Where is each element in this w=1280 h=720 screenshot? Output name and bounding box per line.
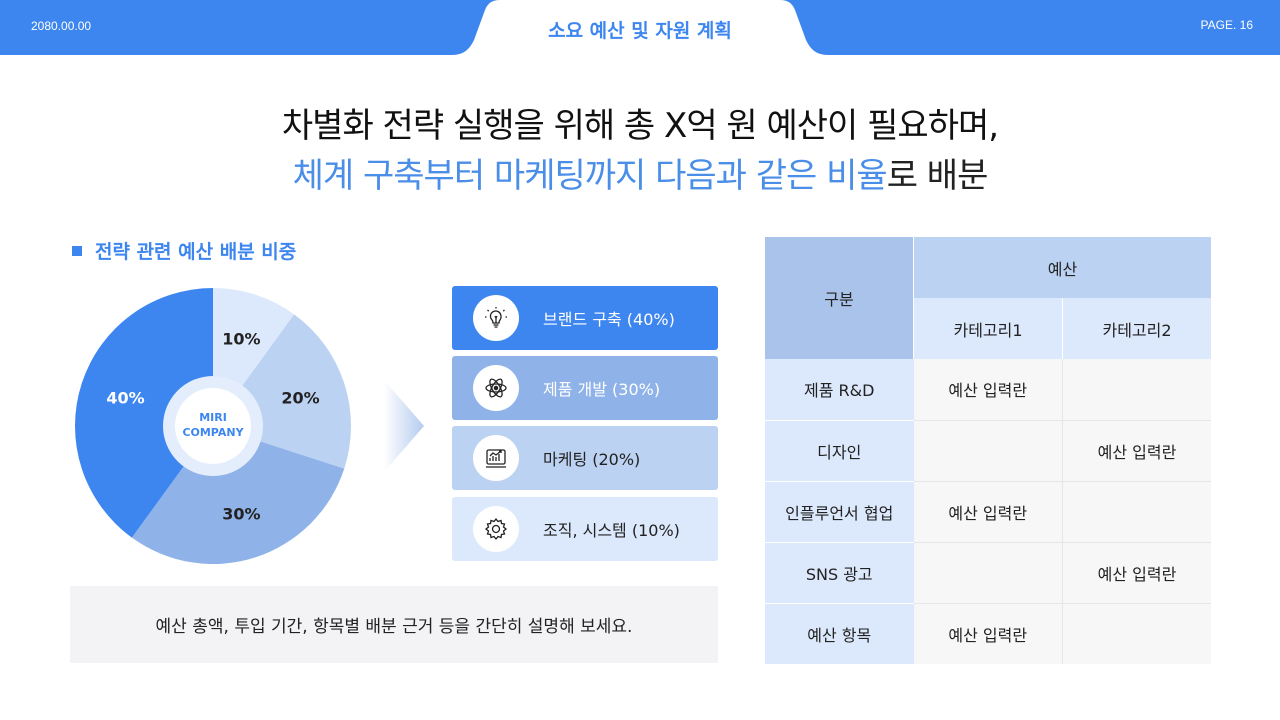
row-cell-cat2 <box>1062 481 1211 543</box>
bullet-square-icon <box>72 245 82 256</box>
table-header-cat1: 카테고리1 <box>913 298 1063 359</box>
pie-label: 30% <box>222 504 260 523</box>
chart-icon <box>473 435 519 481</box>
row-cell-cat1 <box>913 542 1063 604</box>
row-label: SNS 광고 <box>765 542 914 604</box>
legend-label-brand: 브랜드 구축 (40%) <box>543 310 675 329</box>
pie-label: 40% <box>106 389 144 408</box>
row-label: 디자인 <box>765 420 914 482</box>
note-box: 예산 총액, 투입 기간, 항목별 배분 근거 등을 간단히 설명해 보세요. <box>70 586 718 663</box>
legend-item-brand: 브랜드 구축 (40%) <box>452 286 718 350</box>
table-row: 예산 항목 예산 입력란 <box>765 603 1211 664</box>
row-label: 예산 항목 <box>765 603 914 664</box>
row-label: 인플루언서 협업 <box>765 481 914 543</box>
legend-label-product: 제품 개발 (30%) <box>543 380 661 399</box>
headline-line-1: 차별화 전략 실행을 위해 총 X억 원 예산이 필요하며, <box>281 106 999 146</box>
row-label: 제품 R&D <box>765 359 914 421</box>
legend-item-system: 조직, 시스템 (10%) <box>452 497 718 561</box>
table-header-category: 구분 <box>765 237 914 359</box>
row-cell-cat1: 예산 입력란 <box>913 359 1063 421</box>
row-cell-cat2: 예산 입력란 <box>1062 420 1211 482</box>
legend-label-marketing: 마케팅 (20%) <box>543 450 641 469</box>
row-cell-cat1 <box>913 420 1063 482</box>
pie-center <box>175 388 251 464</box>
table-row: 디자인 예산 입력란 <box>765 420 1211 482</box>
top-bar-shape <box>0 0 1280 55</box>
row-cell-cat1: 예산 입력란 <box>913 603 1063 664</box>
table-header-budget: 예산 <box>913 237 1211 298</box>
row-cell-cat2 <box>1062 603 1211 664</box>
legend-item-product: 제품 개발 (30%) <box>452 356 718 420</box>
arrow-right-icon <box>384 380 424 472</box>
pie-chart: 10% 20% 30% 40% MIRI COMPANY <box>74 288 351 564</box>
headline-highlight: 체계 구축부터 마케팅까지 다음과 같은 비율 <box>292 156 888 196</box>
pie-center-label-2: COMPANY <box>182 426 244 439</box>
gear-icon <box>473 506 519 552</box>
pie-slice-40 <box>74 288 213 538</box>
pie-slice-30 <box>131 426 345 564</box>
budget-table: 구분 예산 카테고리1 카테고리2 제품 R&D 예산 입력란 디자인 예산 입… <box>765 237 1211 664</box>
lightbulb-icon <box>473 295 519 341</box>
table-row: SNS 광고 예산 입력란 <box>765 542 1211 604</box>
legend-item-marketing: 마케팅 (20%) <box>452 426 718 490</box>
pie-label: 10% <box>222 330 260 349</box>
table-row: 인플루언서 협업 예산 입력란 <box>765 481 1211 543</box>
pie-center-label-1: MIRI <box>199 411 227 424</box>
legend-label-system: 조직, 시스템 (10%) <box>543 521 680 540</box>
top-bar: 2080.00.00 소요 예산 및 자원 계획 PAGE. 16 <box>0 0 1280 55</box>
row-cell-cat2 <box>1062 359 1211 421</box>
table-row: 제품 R&D 예산 입력란 <box>765 359 1211 421</box>
section-title: 전략 관련 예산 배분 비중 <box>72 237 296 264</box>
date-text: 2080.00.00 <box>31 19 92 33</box>
table-header-cat2: 카테고리2 <box>1062 298 1211 359</box>
headline-line-2: 체계 구축부터 마케팅까지 다음과 같은 비율로 배분 <box>0 148 1280 197</box>
pie-label: 20% <box>281 389 319 408</box>
headline-rest: 로 배분 <box>886 156 989 196</box>
row-cell-cat2: 예산 입력란 <box>1062 542 1211 604</box>
atom-icon <box>473 365 519 411</box>
row-cell-cat1: 예산 입력란 <box>913 481 1063 543</box>
note-text: 예산 총액, 투입 기간, 항목별 배분 근거 등을 간단히 설명해 보세요. <box>155 617 633 637</box>
section-title-text: 전략 관련 예산 배분 비중 <box>95 241 297 263</box>
page-number: PAGE. 16 <box>1200 18 1253 32</box>
page-title: 소요 예산 및 자원 계획 <box>548 20 732 42</box>
